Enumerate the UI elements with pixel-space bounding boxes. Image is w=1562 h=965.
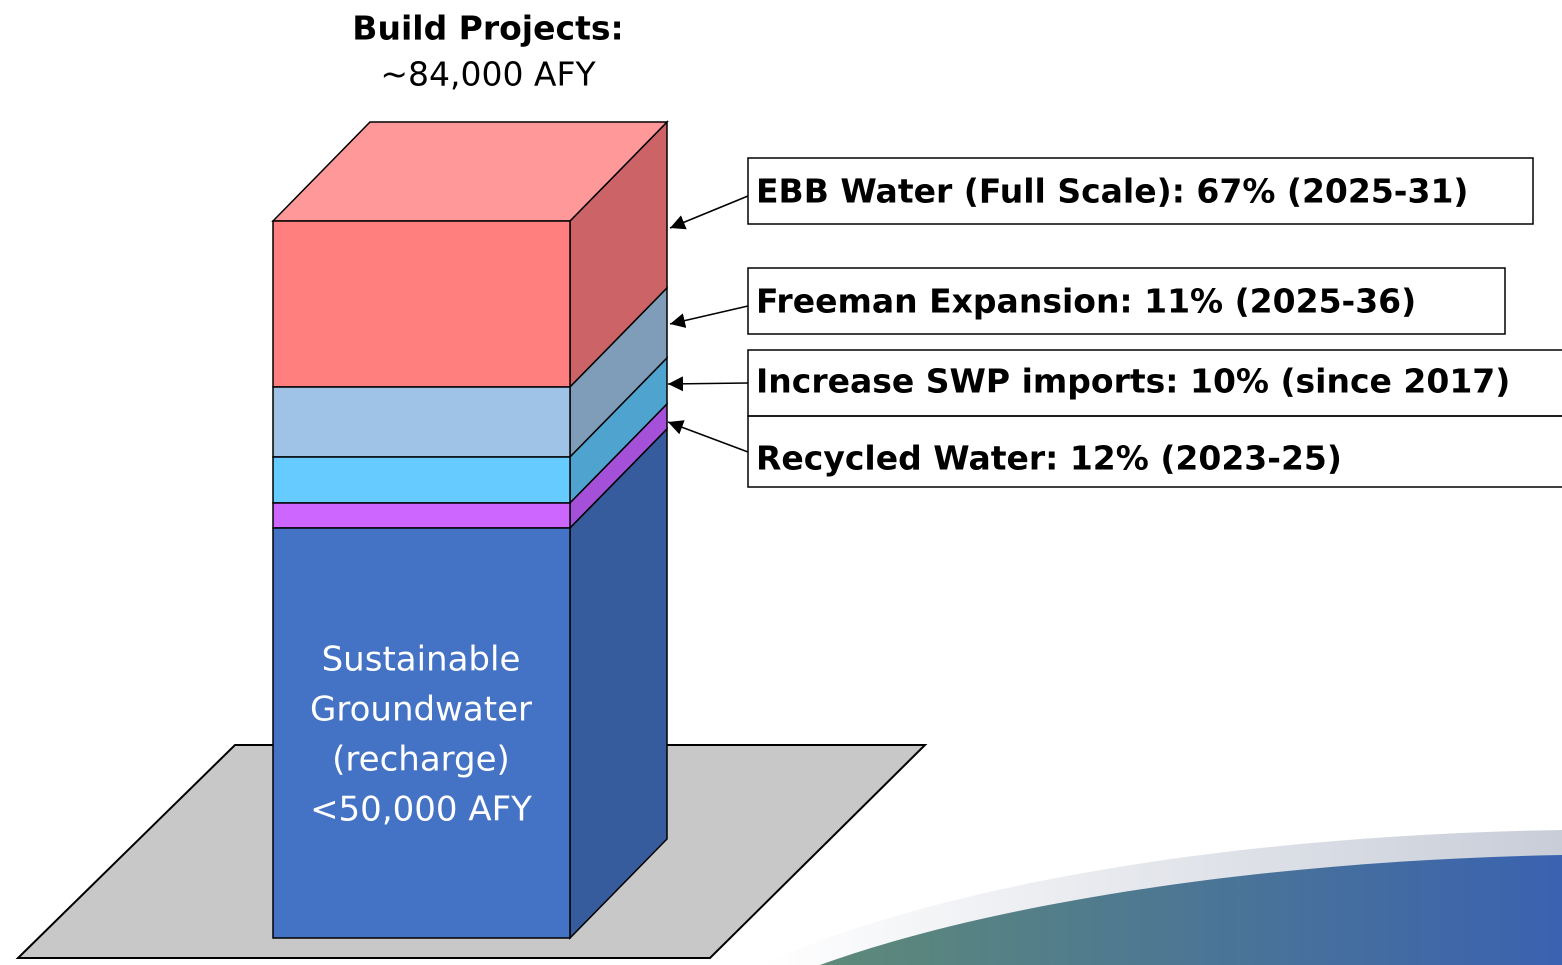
arrow (669, 305, 749, 328)
block-label: <50,000 AFY (310, 790, 532, 830)
title: Build Projects: (352, 9, 623, 48)
front-cyan (272, 456, 571, 504)
arrow (669, 195, 749, 230)
callout-label: EBB Water (Full Scale): 67% (2025-31) (756, 172, 1469, 211)
callout-label: Increase SWP imports: 10% (since 2017) (756, 362, 1510, 401)
front-red (272, 220, 571, 388)
block-label: (recharge) (332, 740, 510, 780)
block-label: Sustainable (322, 640, 521, 680)
callout-box (747, 267, 1506, 335)
callout-label: Freeman Expansion: 11% (2025-36) (756, 282, 1416, 321)
front-purple (272, 502, 571, 529)
callout-label: Recycled Water: 12% (2023-25) (756, 439, 1342, 478)
front-lightblue (272, 386, 571, 458)
callout-box (747, 157, 1534, 225)
block-label: Groundwater (310, 690, 532, 730)
subtitle: ~84,000 AFY (380, 55, 596, 94)
swoosh (820, 855, 1562, 965)
arrow (667, 376, 749, 392)
arrow (667, 420, 749, 453)
front-blue (272, 527, 571, 939)
